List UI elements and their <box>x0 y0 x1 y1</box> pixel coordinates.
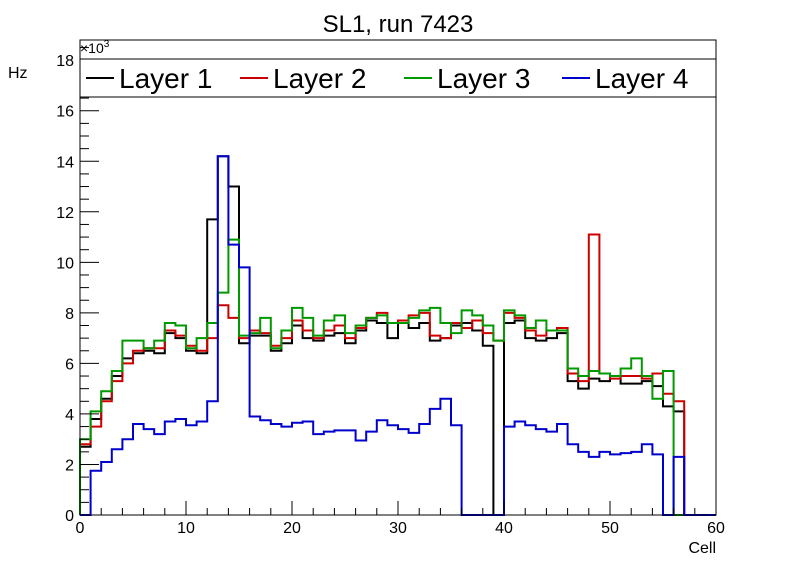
x-tick-label: 10 <box>177 520 195 537</box>
legend-label: Layer 4 <box>595 63 688 94</box>
x-tick-label: 40 <box>495 520 513 537</box>
x-tick-label: 20 <box>283 520 301 537</box>
legend-entry-layer-4: Layer 4 <box>562 63 688 94</box>
y-tick-label: 14 <box>56 154 74 171</box>
series-layer <box>79 155 716 516</box>
x-axis: 0 10 20 30 40 50 60 <box>76 501 725 537</box>
legend-label: Layer 3 <box>437 63 530 94</box>
y-tick-label: 6 <box>65 356 74 373</box>
legend-entry-layer-2: Layer 2 <box>240 63 366 94</box>
y-axis-multiplier: ×103 <box>80 39 110 56</box>
y-tick-label: 10 <box>56 255 74 272</box>
series-line-layer-4 <box>80 155 716 516</box>
legend-box <box>79 58 717 98</box>
y-axis-title: Hz <box>8 65 28 82</box>
legend-entry-layer-1: Layer 1 <box>86 63 212 94</box>
y-tick-label: 16 <box>56 104 74 121</box>
y-axis: 0 2 4 6 8 10 12 14 16 18 <box>56 47 99 525</box>
y-tick-label: 2 <box>65 457 74 474</box>
legend: Layer 1 Layer 2 Layer 3 Layer 4 <box>79 58 717 98</box>
series-line-layer-3 <box>79 238 716 516</box>
x-tick-label: 60 <box>707 520 725 537</box>
series-line-layer-1 <box>79 155 716 516</box>
y-axis-multiplier-base: ×10 <box>80 40 104 56</box>
legend-entry-layer-3: Layer 3 <box>404 63 530 94</box>
x-tick-label: 30 <box>389 520 407 537</box>
y-tick-label: 0 <box>65 508 74 525</box>
y-axis-multiplier-exponent: 3 <box>104 39 110 50</box>
y-tick-label: 4 <box>65 407 74 424</box>
y-tick-label: 8 <box>65 306 74 323</box>
y-tick-label: 18 <box>56 53 74 70</box>
legend-label: Layer 2 <box>273 63 366 94</box>
legend-label: Layer 1 <box>119 63 212 94</box>
x-tick-label: 50 <box>601 520 619 537</box>
x-tick-label: 0 <box>76 520 85 537</box>
chart-title: SL1, run 7423 <box>323 11 474 38</box>
x-axis-title: Cell <box>688 540 716 557</box>
y-tick-label: 12 <box>56 205 74 222</box>
